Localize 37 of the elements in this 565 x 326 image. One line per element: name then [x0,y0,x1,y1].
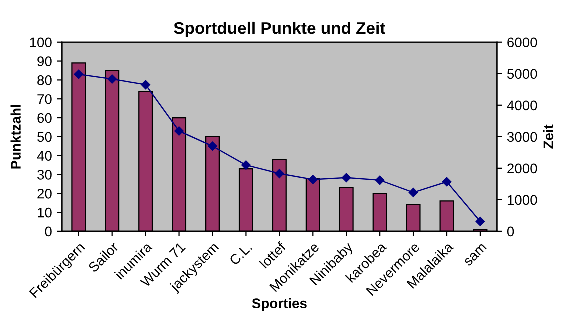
point [442,177,452,187]
y-tick-label: 10 [38,208,52,218]
y-tick-label: 40 [37,151,52,161]
point [342,173,352,183]
point [476,217,486,226]
y-tick-label: 100 [30,38,52,48]
x-axis-title: Sporties [252,298,307,312]
point [308,175,318,184]
x-tick-label: sam [464,244,488,267]
point [208,142,218,151]
y2-tick-label: 3000 [507,132,538,142]
y-axis-title: Punktzahl [10,105,21,169]
y-tick-label: 0 [45,226,52,237]
y-tick-label: 90 [38,56,52,66]
point [375,176,385,186]
x-tick-label: C.L. [228,242,253,266]
y-tick-label: 30 [38,170,52,180]
point [242,160,251,170]
y2-axis-title: Zeit [543,124,554,149]
point [74,70,84,80]
y-tick-label: 80 [38,76,52,86]
y2-tick-label: 5000 [507,69,538,80]
y-tick-label: 70 [38,94,52,104]
y-tick-label: 50 [38,132,52,142]
point [108,74,117,84]
y-tick-label: 20 [38,188,52,199]
y2-tick-label: 2000 [508,164,538,174]
y2-tick-label: 6000 [508,38,538,48]
y-tick-label: 60 [38,113,52,124]
y2-tick-label: 0 [507,226,514,237]
y2-tick-label: 4000 [507,100,538,111]
point [408,188,418,198]
point [275,169,284,178]
point [174,126,184,136]
y2-tick-label: 1000 [508,195,538,206]
chart-title: Sportduell Punkte und Zeit [174,22,386,38]
point [141,80,150,90]
